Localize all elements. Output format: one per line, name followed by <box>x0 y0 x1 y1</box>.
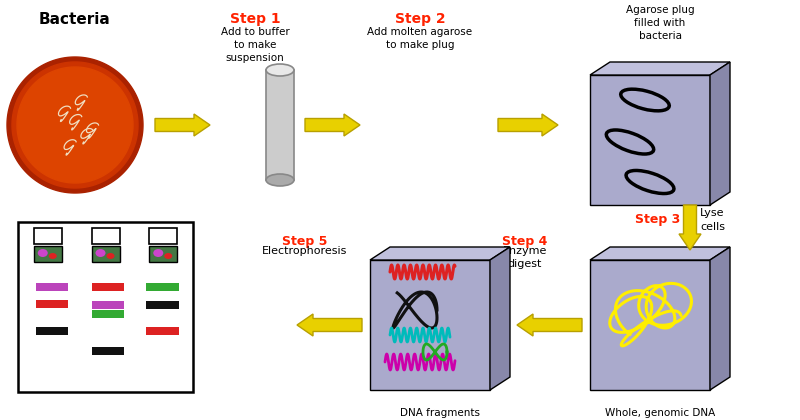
Ellipse shape <box>154 249 163 257</box>
Text: Add molten agarose
to make plug: Add molten agarose to make plug <box>367 27 473 50</box>
Ellipse shape <box>95 249 106 257</box>
FancyBboxPatch shape <box>36 327 68 335</box>
FancyBboxPatch shape <box>34 228 62 244</box>
Polygon shape <box>490 247 510 390</box>
Text: Whole, genomic DNA: Whole, genomic DNA <box>605 408 715 418</box>
FancyBboxPatch shape <box>150 246 178 262</box>
FancyBboxPatch shape <box>34 246 62 262</box>
FancyArrow shape <box>155 114 210 136</box>
FancyArrow shape <box>297 314 362 336</box>
FancyBboxPatch shape <box>266 70 294 180</box>
FancyBboxPatch shape <box>150 228 178 244</box>
Text: Step 3: Step 3 <box>634 213 680 226</box>
Polygon shape <box>370 260 490 390</box>
Text: Bacteria: Bacteria <box>39 12 111 27</box>
Text: DNA fragments: DNA fragments <box>400 408 480 418</box>
FancyBboxPatch shape <box>91 246 119 262</box>
FancyArrow shape <box>517 314 582 336</box>
FancyBboxPatch shape <box>92 347 124 355</box>
FancyArrow shape <box>498 114 558 136</box>
Text: Enzyme
digest: Enzyme digest <box>503 246 547 269</box>
FancyBboxPatch shape <box>92 283 124 291</box>
Polygon shape <box>710 247 730 390</box>
FancyArrow shape <box>679 205 701 250</box>
Polygon shape <box>7 57 143 193</box>
FancyBboxPatch shape <box>92 310 124 318</box>
Polygon shape <box>590 247 730 260</box>
FancyBboxPatch shape <box>92 301 124 309</box>
Polygon shape <box>590 62 730 75</box>
Text: Step 1: Step 1 <box>230 12 280 26</box>
FancyBboxPatch shape <box>36 299 68 307</box>
Text: Agarose plug
filled with
bacteria: Agarose plug filled with bacteria <box>626 5 694 42</box>
FancyBboxPatch shape <box>91 228 119 244</box>
Polygon shape <box>370 247 510 260</box>
FancyBboxPatch shape <box>146 301 178 309</box>
Polygon shape <box>590 75 710 205</box>
Polygon shape <box>17 67 133 183</box>
Text: Step 2: Step 2 <box>394 12 446 26</box>
FancyBboxPatch shape <box>146 327 178 335</box>
Ellipse shape <box>164 253 172 259</box>
Text: Step 4: Step 4 <box>502 235 548 248</box>
FancyBboxPatch shape <box>18 222 193 392</box>
Ellipse shape <box>38 249 48 257</box>
Ellipse shape <box>49 253 57 259</box>
Text: Electrophoresis: Electrophoresis <box>262 246 348 256</box>
FancyBboxPatch shape <box>36 283 68 291</box>
Ellipse shape <box>106 253 114 259</box>
Ellipse shape <box>266 64 294 76</box>
Polygon shape <box>710 62 730 205</box>
Text: Step 5: Step 5 <box>282 235 328 248</box>
FancyBboxPatch shape <box>146 283 178 291</box>
Polygon shape <box>590 260 710 390</box>
Ellipse shape <box>266 174 294 186</box>
FancyArrow shape <box>305 114 360 136</box>
Polygon shape <box>12 62 138 188</box>
Text: Lyse
cells: Lyse cells <box>700 208 725 231</box>
Text: Add to buffer
to make
suspension: Add to buffer to make suspension <box>221 27 290 63</box>
